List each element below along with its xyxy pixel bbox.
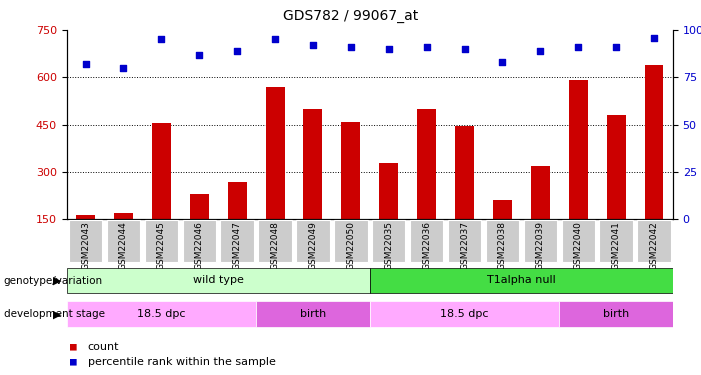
Bar	[606, 115, 625, 267]
Text: birth: birth	[300, 309, 326, 319]
Text: GSM22037: GSM22037	[460, 221, 469, 270]
Bar	[297, 220, 329, 262]
Point	[497, 59, 508, 65]
Bar	[304, 109, 322, 267]
Point	[535, 48, 546, 54]
Point	[307, 42, 318, 48]
Text: GSM22044: GSM22044	[119, 221, 128, 270]
Bar	[410, 220, 443, 262]
Text: GSM22035: GSM22035	[384, 221, 393, 270]
Point	[156, 36, 167, 42]
Bar	[67, 302, 256, 327]
Bar	[67, 268, 369, 293]
Bar	[559, 302, 673, 327]
Bar	[341, 122, 360, 267]
Bar	[493, 200, 512, 267]
Text: GSM22041: GSM22041	[611, 221, 620, 270]
Bar	[524, 220, 557, 262]
Text: wild type: wild type	[193, 275, 244, 285]
Bar	[644, 65, 663, 267]
Bar	[417, 109, 436, 267]
Point	[345, 44, 356, 50]
Bar	[379, 163, 398, 267]
Bar	[334, 220, 367, 262]
Point	[573, 44, 584, 50]
Bar	[531, 166, 550, 267]
Bar	[562, 220, 595, 262]
Bar	[152, 123, 171, 267]
Bar	[190, 194, 209, 267]
Bar	[369, 302, 559, 327]
Point	[231, 48, 243, 54]
Text: birth: birth	[603, 309, 629, 319]
Bar	[256, 302, 369, 327]
Bar	[569, 81, 587, 267]
Bar	[69, 220, 102, 262]
Bar	[369, 268, 673, 293]
Text: GSM22036: GSM22036	[422, 221, 431, 270]
Point	[118, 65, 129, 71]
Bar	[486, 220, 519, 262]
Bar	[144, 220, 178, 262]
Text: GSM22038: GSM22038	[498, 221, 507, 270]
Text: GSM22043: GSM22043	[81, 221, 90, 270]
Text: GSM22047: GSM22047	[233, 221, 242, 270]
Point	[611, 44, 622, 50]
Text: ■: ■	[70, 342, 77, 352]
Text: GSM22042: GSM22042	[650, 221, 658, 270]
Point	[421, 44, 433, 50]
Text: percentile rank within the sample: percentile rank within the sample	[88, 357, 275, 367]
Text: count: count	[88, 342, 119, 352]
Bar	[372, 220, 405, 262]
Bar	[76, 214, 95, 267]
Bar	[448, 220, 481, 262]
Text: GSM22045: GSM22045	[157, 221, 166, 270]
Text: GSM22048: GSM22048	[271, 221, 280, 270]
Point	[383, 46, 395, 52]
Bar	[182, 220, 216, 262]
Bar	[228, 182, 247, 267]
Text: ▶: ▶	[53, 276, 62, 285]
Bar	[599, 220, 633, 262]
Text: genotype/variation: genotype/variation	[4, 276, 102, 285]
Text: ■: ■	[70, 357, 77, 367]
Bar	[107, 220, 140, 262]
Text: 18.5 dpc: 18.5 dpc	[440, 309, 489, 319]
Text: 18.5 dpc: 18.5 dpc	[137, 309, 186, 319]
Text: development stage: development stage	[4, 309, 104, 319]
Text: ▶: ▶	[53, 309, 62, 319]
Bar	[220, 220, 254, 262]
Bar	[266, 87, 285, 267]
Bar	[259, 220, 292, 262]
Text: GDS782 / 99067_at: GDS782 / 99067_at	[283, 9, 418, 23]
Point	[80, 61, 91, 67]
Text: T1alpha null: T1alpha null	[487, 275, 556, 285]
Text: GSM22049: GSM22049	[308, 221, 318, 270]
Point	[269, 36, 280, 42]
Text: GSM22040: GSM22040	[573, 221, 583, 270]
Text: GSM22046: GSM22046	[195, 221, 204, 270]
Point	[193, 52, 205, 58]
Text: GSM22039: GSM22039	[536, 221, 545, 270]
Point	[648, 34, 660, 40]
Text: GSM22050: GSM22050	[346, 221, 355, 270]
Bar	[455, 126, 474, 267]
Bar	[637, 220, 671, 262]
Point	[459, 46, 470, 52]
Bar	[114, 213, 133, 267]
